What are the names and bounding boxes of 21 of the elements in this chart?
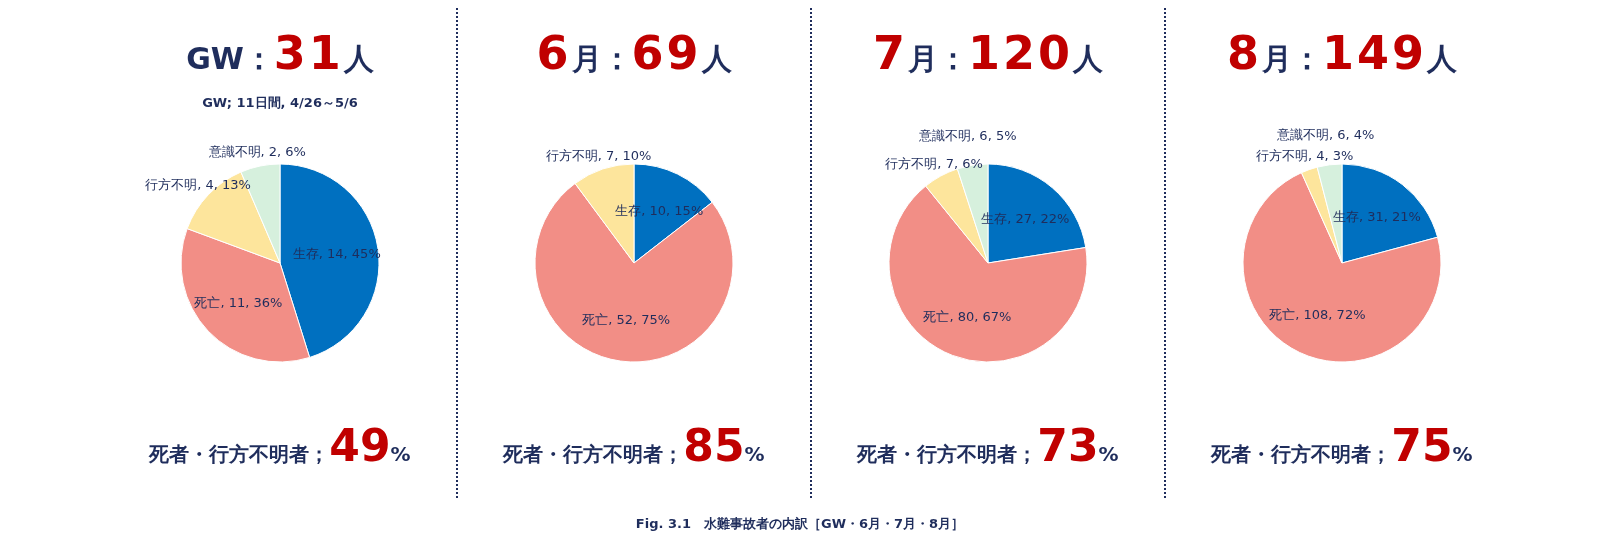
chart-title: 6月：69人 xyxy=(536,26,732,80)
caption: Fig. 3.1 水難事故者の内訳［GW・6月・7月・8月］ xyxy=(634,515,966,533)
slice-label: 死亡, 80, 67% xyxy=(923,308,1012,324)
text: 死者・行方不明者；49% xyxy=(149,420,411,471)
text: 死者・行方不明者；85% xyxy=(503,420,765,471)
chart-title: GW：31人 xyxy=(186,26,374,80)
chart-subtitle: GW; 11日間, 4/26～5/6 xyxy=(201,94,359,112)
slice-label: 行方不明, 4, 13% xyxy=(145,177,251,193)
slice-label: 行方不明, 4, 3% xyxy=(1255,148,1354,164)
chart-title: 8月：149人 xyxy=(1226,26,1458,80)
slice-label: 死亡, 52, 75% xyxy=(582,311,671,327)
slice-label: 行方不明, 7, 10% xyxy=(545,147,652,163)
text: 死者・行方不明者；73% xyxy=(857,420,1119,471)
slice-label: 行方不明, 7, 6% xyxy=(885,155,983,171)
text: 死者・行方不明者；75% xyxy=(1211,420,1473,471)
chart-title: 7月：120人 xyxy=(872,26,1104,80)
slice-label: 死亡, 11, 36% xyxy=(194,294,283,310)
slice-label: 意識不明, 2, 6% xyxy=(207,144,306,160)
slice-label: 意識不明, 6, 4% xyxy=(1276,127,1375,143)
slice-label: 死亡, 108, 72% xyxy=(1269,306,1366,322)
slice-label: 意識不明, 6, 5% xyxy=(918,127,1017,143)
